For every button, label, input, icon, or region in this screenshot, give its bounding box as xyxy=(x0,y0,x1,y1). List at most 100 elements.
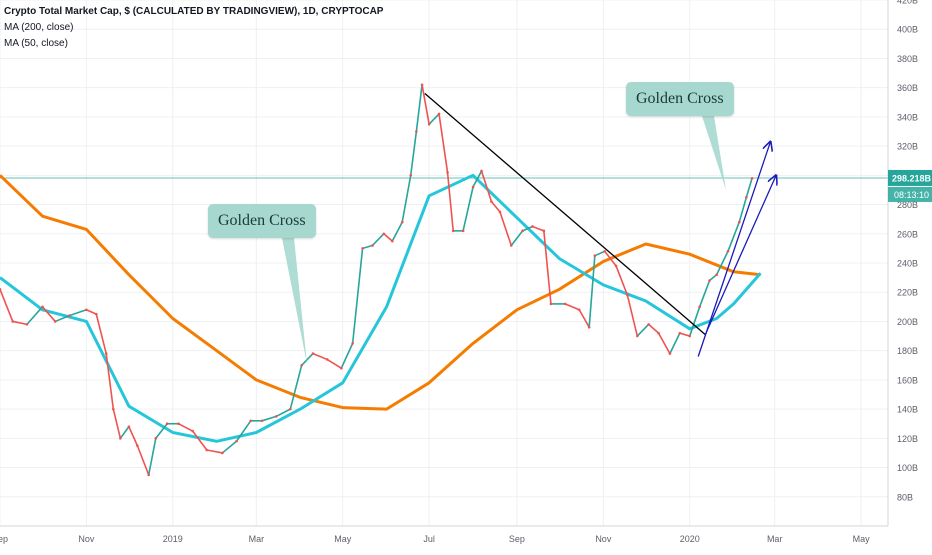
price-point xyxy=(509,244,513,247)
y-tick-label: 280B xyxy=(897,200,918,210)
countdown-badge xyxy=(888,186,932,202)
price-segment xyxy=(532,225,545,232)
price-segment xyxy=(26,306,44,325)
x-tick-label: Sep xyxy=(0,534,8,544)
price-point xyxy=(382,232,386,236)
x-tick-label: Mar xyxy=(249,534,265,544)
ma200-legend-label[interactable]: MA (200, close) xyxy=(4,22,74,33)
price-point xyxy=(154,437,158,440)
price-point xyxy=(391,239,394,243)
price-point xyxy=(119,437,122,440)
price-point xyxy=(461,229,465,233)
price-point xyxy=(471,185,475,189)
price-point xyxy=(587,325,591,329)
price-segment xyxy=(391,221,403,242)
price-segment xyxy=(119,426,130,439)
price-segment xyxy=(522,225,533,232)
price-point xyxy=(300,363,303,367)
last-price-badge[interactable] xyxy=(888,169,932,186)
price-point xyxy=(737,220,741,224)
price-segment xyxy=(112,408,122,439)
price-segment xyxy=(615,265,629,296)
price-segment xyxy=(105,353,115,410)
price-point xyxy=(521,229,524,233)
price-point xyxy=(351,342,354,345)
price-point xyxy=(415,130,418,133)
price-segment xyxy=(715,250,729,276)
price-point xyxy=(85,308,88,312)
y-tick-label: 320B xyxy=(897,142,918,152)
channel-arrow[interactable] xyxy=(704,175,776,335)
ma200-layer xyxy=(0,174,761,411)
price-point xyxy=(221,451,224,455)
price-segment xyxy=(588,255,596,328)
countdown-value: 08:13:10 xyxy=(894,190,929,200)
price-segment xyxy=(155,423,168,439)
price-point xyxy=(688,334,692,338)
price-point xyxy=(593,254,597,257)
price-point xyxy=(340,366,343,370)
downtrend-line[interactable] xyxy=(424,93,706,336)
price-segment xyxy=(221,440,238,454)
price-point xyxy=(136,444,139,447)
price-point xyxy=(446,171,449,174)
price-segment xyxy=(594,250,606,257)
price-point xyxy=(95,312,98,316)
price-segment xyxy=(564,303,580,311)
price-segment xyxy=(136,445,150,476)
price-point xyxy=(68,314,71,317)
price-point xyxy=(626,293,629,297)
symbol-title: Crypto Total Market Cap, $ (CALCULATED B… xyxy=(4,6,384,17)
price-segment xyxy=(69,308,87,317)
callout-pointer xyxy=(282,238,307,364)
price-point xyxy=(480,169,483,173)
price-segment xyxy=(86,309,97,315)
y-tick-label: 380B xyxy=(897,54,918,64)
price-segment xyxy=(698,280,711,308)
price-segment xyxy=(604,250,617,267)
price-point xyxy=(147,473,151,477)
price-point xyxy=(563,302,567,306)
price-point xyxy=(542,229,546,233)
price-point xyxy=(636,334,639,338)
price-segment xyxy=(401,175,412,223)
price-point xyxy=(325,358,329,361)
price-point xyxy=(549,302,553,306)
price-segment xyxy=(421,84,430,125)
price-point xyxy=(235,439,238,443)
price-segment xyxy=(472,170,483,188)
price-segment xyxy=(206,449,223,454)
ma50-legend-label[interactable]: MA (50, close) xyxy=(4,38,68,49)
ma50-layer xyxy=(0,173,762,443)
price-segment xyxy=(12,320,28,326)
price-segment xyxy=(648,323,660,334)
price-point xyxy=(531,225,534,228)
y-tick-label: 80B xyxy=(897,492,913,502)
price-point xyxy=(112,407,115,411)
chart-legend: Crypto Total Market Cap, $ (CALCULATED B… xyxy=(4,4,383,52)
price-segment xyxy=(301,353,314,366)
price-segment xyxy=(371,233,385,247)
price-point xyxy=(498,210,502,214)
y-tick-label: 340B xyxy=(897,112,918,122)
x-tick-label: Nov xyxy=(595,534,612,544)
price-point xyxy=(249,419,252,423)
price-point xyxy=(11,320,15,323)
price-segment xyxy=(688,306,701,337)
y-tick-label: 100B xyxy=(897,463,918,473)
channel-arrow[interactable] xyxy=(697,142,770,357)
y-tick-label: 120B xyxy=(897,434,918,444)
price-segment xyxy=(543,230,552,304)
golden-cross-callout-2020[interactable]: Golden Cross xyxy=(626,82,734,116)
price-point xyxy=(657,331,660,335)
price-point xyxy=(41,305,44,309)
price-point xyxy=(177,422,180,426)
grid xyxy=(0,0,888,526)
ma50-line xyxy=(0,173,762,443)
price-point xyxy=(165,422,169,426)
price-point xyxy=(409,174,413,177)
golden-cross-callout-2019[interactable]: Golden Cross xyxy=(208,204,316,238)
